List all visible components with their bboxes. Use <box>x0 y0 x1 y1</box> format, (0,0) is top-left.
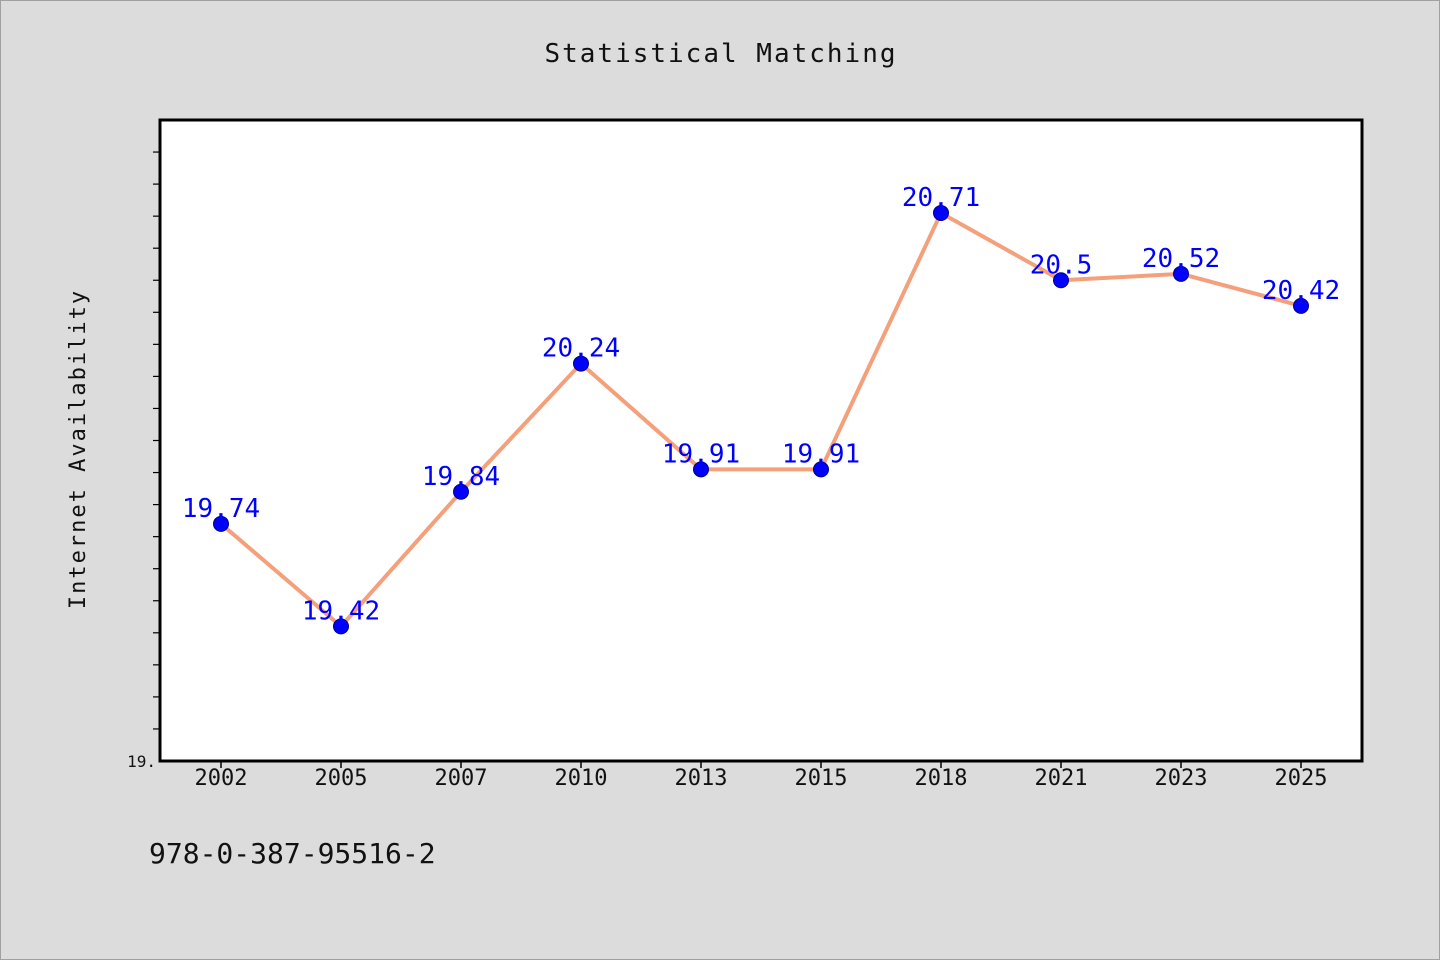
data-label: 19.42 <box>302 596 380 626</box>
data-label: 19.74 <box>182 494 260 524</box>
x-tick-label: 2005 <box>315 766 368 791</box>
x-tick-label: 2023 <box>1155 766 1208 791</box>
footer-isbn: 978-0-387-95516-2 <box>149 837 436 870</box>
plot-area <box>160 120 1362 761</box>
data-label: 20.42 <box>1262 276 1340 306</box>
x-tick-label: 2018 <box>915 766 968 791</box>
data-label: 19.84 <box>422 462 500 492</box>
data-point <box>1053 272 1069 289</box>
data-label: 20.71 <box>902 183 980 213</box>
chart-title: Statistical Matching <box>544 39 897 69</box>
data-label: 19.91 <box>662 439 740 469</box>
data-point <box>333 618 349 635</box>
y-tick-label: 19. <box>127 752 156 771</box>
plot-frame <box>158 118 1364 763</box>
data-point <box>693 461 709 478</box>
data-point <box>813 461 829 478</box>
data-point <box>453 483 469 500</box>
data-point <box>933 204 949 221</box>
x-tick-label: 2007 <box>435 766 488 791</box>
data-label: 19.91 <box>782 439 860 469</box>
series-line <box>219 210 1303 629</box>
data-point <box>573 355 589 372</box>
data-point <box>213 515 229 532</box>
x-tick-label: 2013 <box>675 766 728 791</box>
x-axis-ticks: 2002 2005 2007 2010 2013 2015 2018 2021 2023 2025 <box>195 761 1328 791</box>
data-label: 20.5 <box>1030 250 1093 280</box>
x-tick-label: 2025 <box>1275 766 1328 791</box>
y-axis-label: Internet Availability <box>66 289 91 609</box>
y-axis-ticks: 19. <box>127 151 160 771</box>
data-point <box>1173 265 1189 282</box>
data-point <box>1293 297 1309 314</box>
x-tick-label: 2002 <box>195 766 248 791</box>
x-tick-label: 2010 <box>555 766 608 791</box>
data-label: 20.24 <box>542 334 620 364</box>
data-label: 20.52 <box>1142 244 1220 274</box>
x-tick-label: 2015 <box>795 766 848 791</box>
data-markers <box>213 204 1309 635</box>
x-tick-label: 2021 <box>1035 766 1088 791</box>
